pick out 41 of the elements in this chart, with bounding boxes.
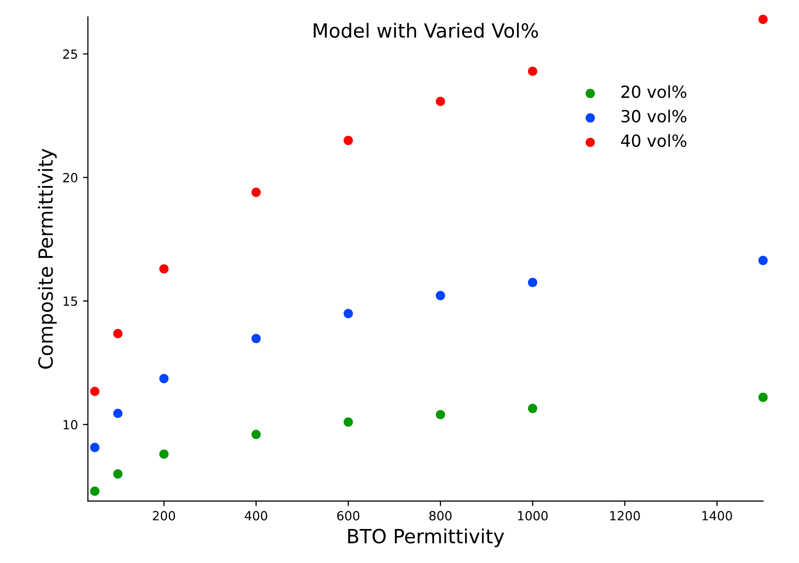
point [159,264,169,274]
point [758,14,768,24]
y-tick-label: 10 [64,420,78,430]
point [90,486,100,496]
point [436,96,446,106]
y-tick-label: 20 [63,172,78,182]
x-tick-label: 600 [337,511,360,520]
point [528,404,538,414]
legend-label: 30 vol% [622,110,686,123]
point [528,278,538,288]
point [113,328,123,338]
point [251,430,261,440]
point [758,392,768,402]
point [113,408,123,418]
chart-title: Model with Varied Vol% [314,22,538,38]
x-tick-label: 400 [244,511,268,520]
legend-label: 40 vol% [621,134,686,147]
point [528,66,538,76]
point [436,290,446,300]
point [344,417,353,427]
point [436,410,446,420]
point [251,334,261,344]
point [758,256,768,266]
point [159,374,169,384]
x-tick-label: 1000 [518,511,548,520]
x-tick-label: 200 [152,511,176,520]
x-tick-label: 1400 [702,511,732,520]
point [90,386,100,396]
point [90,442,100,452]
point [344,308,353,318]
point [344,136,353,146]
x-axis-title: BTO Permittivity [348,528,504,548]
y-tick-label: 15 [64,296,78,306]
point [159,449,169,459]
legend-label: 20 vol% [621,85,686,98]
y-axis-title: Composite Permittivity [38,148,57,369]
point [251,188,261,197]
y-tick-label: 25 [63,49,78,59]
x-tick-label: 1200 [610,511,640,520]
x-tick-label: 800 [429,511,452,520]
point [113,469,123,479]
